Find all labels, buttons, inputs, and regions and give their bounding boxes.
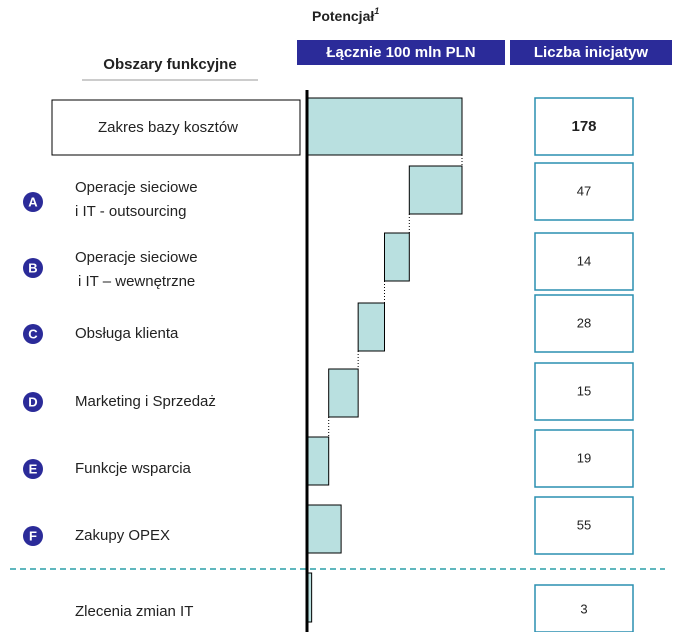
- subtitle: Łącznie 100 mln PLN: [326, 44, 475, 61]
- total-bar: [306, 97, 463, 156]
- letter: A: [28, 194, 38, 209]
- category-label: i IT – wewnętrzne: [78, 273, 195, 290]
- count-box: [534, 584, 634, 632]
- count: 3: [580, 601, 587, 616]
- category-label: Obsługa klienta: [75, 325, 179, 342]
- count-box: [534, 162, 634, 221]
- title: Potencjał1: [312, 6, 379, 23]
- bar: [306, 504, 342, 554]
- count: 55: [577, 517, 591, 532]
- bar: [384, 232, 410, 282]
- count: 15: [577, 383, 591, 398]
- count: 178: [571, 118, 596, 135]
- count-header: Liczba inicjatyw: [534, 44, 649, 61]
- title-note: 1: [374, 6, 379, 16]
- count-box: [534, 294, 634, 353]
- bar: [357, 302, 385, 352]
- title-text: Potencjał: [312, 8, 374, 24]
- bar: [306, 436, 330, 486]
- category-label: Funkcje wsparcia: [75, 460, 192, 477]
- category-label: Operacje sieciowe: [75, 249, 198, 266]
- letter: B: [28, 260, 37, 275]
- letter-badge: [23, 192, 43, 212]
- letter-badge: [23, 392, 43, 412]
- bar: [328, 368, 359, 418]
- count-box: [534, 362, 634, 421]
- count: 47: [577, 183, 591, 198]
- count-box: [534, 232, 634, 291]
- total-label: Zakres bazy kosztów: [98, 119, 238, 136]
- count-header-box: [510, 40, 672, 65]
- count-box: [534, 97, 634, 156]
- letter: C: [28, 326, 38, 341]
- letter: E: [29, 461, 38, 476]
- subtitle-box: [297, 40, 505, 65]
- count-box: [534, 429, 634, 488]
- letter-badge: [23, 258, 43, 278]
- count-box: [534, 496, 634, 555]
- category-label: Marketing i Sprzedaż: [75, 393, 216, 410]
- letter-badge: [23, 324, 43, 344]
- category-label: Zakupy OPEX: [75, 527, 170, 544]
- category-label: Zlecenia zmian IT: [75, 603, 193, 620]
- letter: D: [28, 394, 37, 409]
- category-label: Operacje sieciowe: [75, 179, 198, 196]
- bar: [408, 165, 463, 215]
- letter-badge: [23, 459, 43, 479]
- count: 28: [577, 315, 591, 330]
- count: 14: [577, 253, 591, 268]
- header-left: Obszary funkcyjne: [103, 56, 236, 73]
- letter: F: [29, 528, 37, 543]
- letter-badge: [23, 526, 43, 546]
- total-label-box: [51, 99, 301, 156]
- count: 19: [577, 450, 591, 465]
- category-label: i IT - outsourcing: [75, 203, 186, 220]
